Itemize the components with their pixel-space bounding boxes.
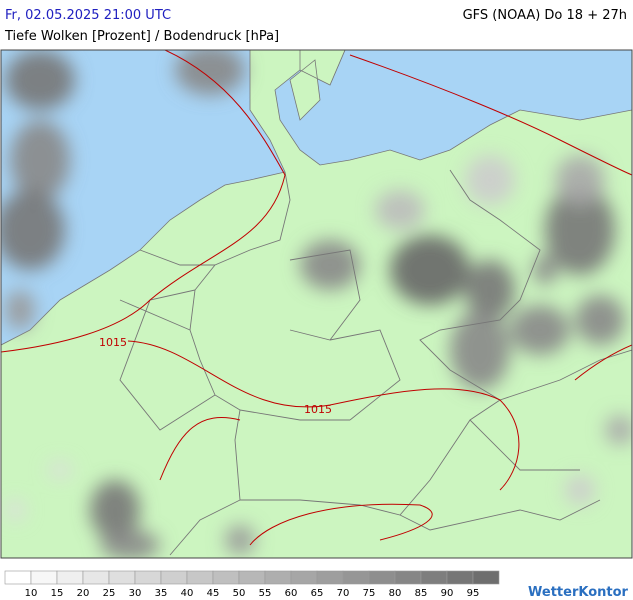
brand: WetterKontor <box>528 585 629 600</box>
legend-swatch <box>446 570 474 585</box>
legend-swatch <box>316 570 344 585</box>
legend-swatch <box>30 570 58 585</box>
legend: 10 15 20 25 30 35 40 45 50 55 60 65 70 75 80 85 90 95 <box>4 570 500 599</box>
map-frame <box>0 49 633 559</box>
isobar-label: 1015 <box>99 336 127 349</box>
legend-label: 75 <box>363 588 376 599</box>
isobar <box>349 54 632 176</box>
legend-label: 50 <box>233 588 246 599</box>
cloud <box>533 255 557 285</box>
legend-label: 15 <box>51 588 64 599</box>
isobar <box>1 50 286 353</box>
legend-swatch <box>472 570 500 585</box>
cloud <box>225 525 255 555</box>
cloud <box>465 155 515 205</box>
legend-swatch <box>108 570 136 585</box>
legend-swatch <box>290 570 318 585</box>
legend-swatch <box>134 570 162 585</box>
legend-swatch <box>264 570 292 585</box>
legend-label: 90 <box>441 588 454 599</box>
cloud <box>465 260 515 320</box>
cloud <box>175 50 245 95</box>
north-sea <box>1 50 286 346</box>
cloud <box>48 462 72 478</box>
model-info: GFS (NOAA) Do 18 + 27h <box>463 8 627 23</box>
legend-label: 80 <box>389 588 402 599</box>
legend-label: 10 <box>25 588 38 599</box>
cloud <box>390 235 470 305</box>
cloud <box>555 155 605 205</box>
cloud <box>575 295 625 345</box>
legend-label: 35 <box>155 588 168 599</box>
cloud <box>450 310 510 390</box>
legend-label: 20 <box>77 588 90 599</box>
isobars <box>1 50 632 546</box>
legend-swatch <box>82 570 110 585</box>
cloud <box>90 480 140 540</box>
legend-label: 95 <box>467 588 480 599</box>
cloud <box>300 240 360 290</box>
cloud <box>5 50 75 110</box>
legend-label: 85 <box>415 588 428 599</box>
legend-swatch <box>394 570 422 585</box>
legend-swatch <box>160 570 188 585</box>
legend-label: 60 <box>285 588 298 599</box>
legend-swatch <box>4 570 32 585</box>
isobar <box>127 340 520 491</box>
legend-label: 55 <box>259 588 272 599</box>
legend-label: 40 <box>181 588 194 599</box>
legend-swatch <box>56 570 84 585</box>
baltic-sea <box>274 50 632 166</box>
isobar-label: 1015 <box>304 403 332 416</box>
legend-label: 25 <box>103 588 116 599</box>
cloud <box>10 120 70 200</box>
clouds <box>1 50 632 558</box>
denmark <box>289 50 346 121</box>
cloud <box>100 530 160 558</box>
legend-swatch <box>420 570 448 585</box>
cloud <box>565 475 595 505</box>
legend-swatch <box>238 570 266 585</box>
map: 1015 1015 <box>1 50 632 558</box>
cloud <box>1 190 65 270</box>
cloud <box>5 500 25 520</box>
subtitle: Tiefe Wolken [Prozent] / Bodendruck [hPa… <box>4 29 279 44</box>
cloud <box>510 305 570 355</box>
legend-swatch <box>368 570 396 585</box>
legend-swatch <box>342 570 370 585</box>
cloud <box>545 185 615 275</box>
legend-label: 30 <box>129 588 142 599</box>
legend-swatch <box>186 570 214 585</box>
legend-swatch <box>212 570 240 585</box>
datetime: Fr, 02.05.2025 21:00 UTC <box>5 8 171 23</box>
legend-label: 45 <box>207 588 220 599</box>
cloud <box>5 290 35 330</box>
legend-label: 65 <box>311 588 324 599</box>
cloud <box>375 190 425 230</box>
cloud <box>605 415 632 445</box>
legend-label: 70 <box>337 588 350 599</box>
